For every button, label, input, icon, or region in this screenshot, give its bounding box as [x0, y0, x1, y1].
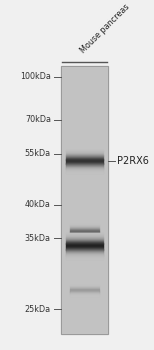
Text: 100kDa: 100kDa — [20, 72, 51, 81]
Bar — [61, 66, 108, 334]
Text: P2RX6: P2RX6 — [117, 156, 149, 166]
Text: 40kDa: 40kDa — [25, 200, 51, 209]
Text: Mouse pancreas: Mouse pancreas — [78, 2, 131, 55]
Text: 35kDa: 35kDa — [25, 234, 51, 243]
Text: 55kDa: 55kDa — [25, 149, 51, 158]
Text: 70kDa: 70kDa — [25, 115, 51, 124]
Text: 25kDa: 25kDa — [25, 305, 51, 314]
Bar — [61, 66, 108, 334]
